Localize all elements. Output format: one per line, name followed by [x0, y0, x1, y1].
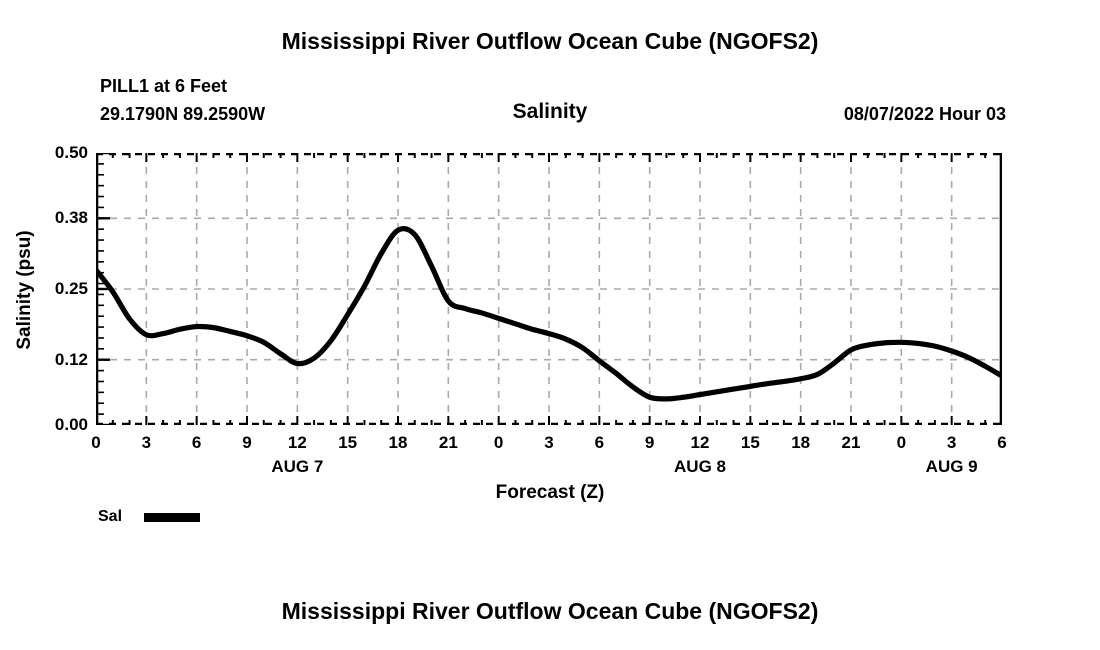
x-tick-label: 0 [493, 433, 504, 452]
x-tick-label: 15 [338, 433, 358, 452]
y-tick-label: 0.25 [54, 279, 88, 298]
x-tick-label: 12 [287, 433, 307, 452]
coordinates-label: 29.1790N 89.2590W [100, 104, 266, 124]
x-tick-label: 6 [594, 433, 605, 452]
x-tick-label: 6 [997, 433, 1007, 452]
y-tick-label: 0.12 [54, 349, 88, 369]
x-axis-day-label: AUG 7 [271, 457, 324, 476]
x-tick-label: 15 [740, 433, 760, 452]
x-tick-label: 18 [791, 433, 811, 452]
legend-swatch-sal [144, 512, 201, 522]
plot-area [96, 153, 1002, 425]
page-title-bottom: Mississippi River Outflow Ocean Cube (NG… [281, 598, 819, 624]
x-axis-day-label: AUG 9 [925, 457, 978, 476]
x-tick-label: 6 [191, 433, 202, 452]
station-label: PILL1 at 6 Feet [100, 76, 228, 96]
y-axis-title: Salinity (psu) [14, 160, 36, 420]
y-tick-label: 0.00 [54, 415, 88, 434]
x-tick-label: 12 [690, 433, 710, 452]
x-tick-label: 0 [896, 433, 907, 452]
x-tick-label: 3 [544, 433, 554, 452]
page-title-top: Mississippi River Outflow Ocean Cube (NG… [281, 28, 819, 54]
parameter-title: Salinity [512, 100, 588, 123]
x-axis-title: Forecast (Z) [495, 482, 605, 503]
x-tick-label: 21 [438, 433, 458, 452]
x-tick-label: 9 [644, 433, 655, 452]
run-time-label: 08/07/2022 Hour 03 [843, 104, 1006, 124]
x-axis-day-label: AUG 8 [674, 457, 726, 476]
salinity-line-chart [96, 153, 1002, 425]
x-tick-label: 0 [91, 433, 101, 452]
x-tick-label: 21 [841, 433, 861, 452]
x-tick-label: 3 [141, 433, 152, 452]
legend: Sal [98, 508, 201, 526]
x-tick-label: 9 [242, 433, 252, 452]
x-tick-label: 18 [388, 433, 408, 452]
x-tick-label: 3 [946, 433, 957, 452]
y-axis-title-text: Salinity (psu) [14, 230, 35, 350]
y-tick-label: 0.38 [54, 208, 88, 228]
y-tick-label: 0.50 [54, 143, 88, 162]
legend-label-sal: Sal [98, 508, 123, 525]
